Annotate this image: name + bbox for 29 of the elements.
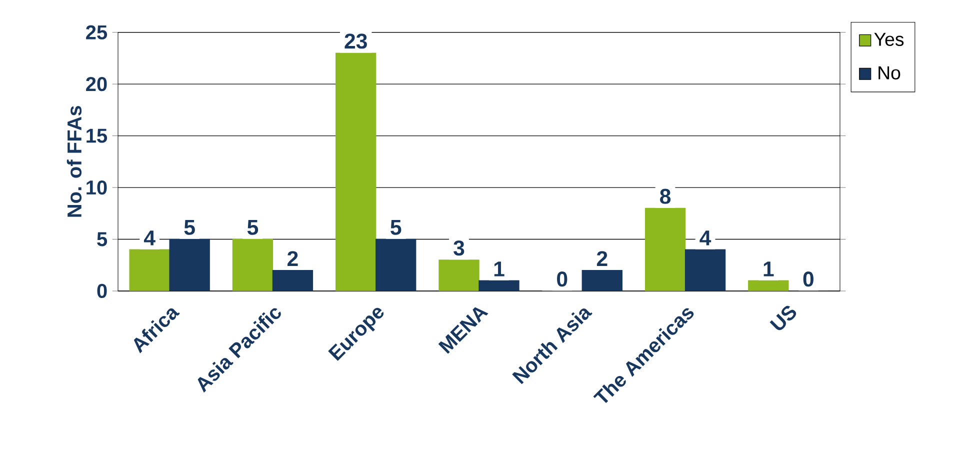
bar [644,208,686,291]
data-label: 2 [288,251,298,266]
y-tick-label: 10 [86,180,107,195]
data-label: 0 [557,272,568,287]
x-tick-label: US [770,306,796,330]
data-label: 3 [454,240,464,256]
legend-label: Yes [874,32,904,46]
data-label: 4 [700,230,712,246]
data-label: 1 [764,262,774,276]
y-tick-label: 15 [86,128,108,143]
bar [438,260,480,291]
y-axis-title: No. of FFAs [66,106,82,217]
data-label: 8 [660,188,671,204]
y-tick-label: 20 [86,76,107,92]
data-label: 23 [344,34,367,49]
data-label: 0 [803,272,814,287]
y-tick-label: 0 [97,284,107,298]
data-label: 5 [390,220,402,235]
bar [129,249,170,291]
legend-label: No [878,66,900,80]
data-label: 4 [144,230,156,246]
data-label: 5 [184,220,195,235]
data-label: 2 [596,251,608,266]
bar [232,238,274,291]
bar [748,280,789,291]
data-label: 1 [494,262,504,276]
y-tick-label: 5 [97,232,108,246]
data-label: 5 [247,220,258,235]
y-tick-label: 25 [86,25,108,40]
